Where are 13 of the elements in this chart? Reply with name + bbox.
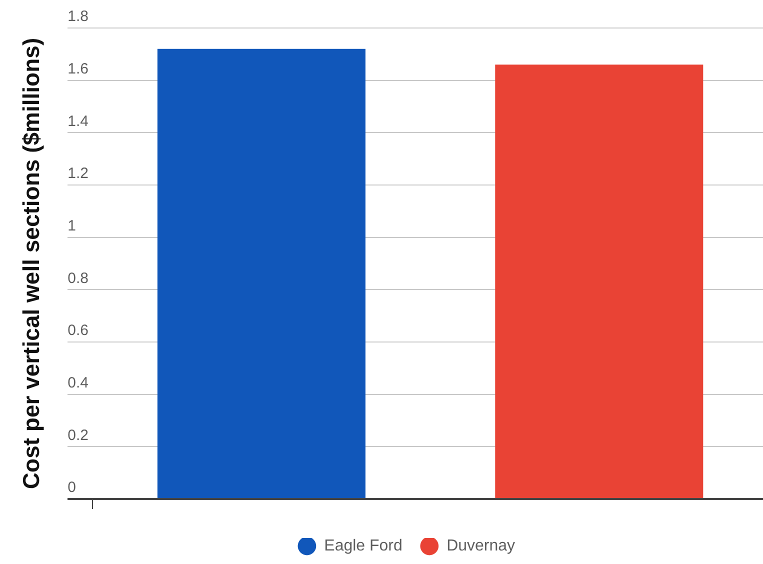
y-tick-label: 0.2 bbox=[68, 426, 88, 444]
legend-label: Duvernay bbox=[446, 537, 533, 554]
y-tick-label: 0.6 bbox=[68, 322, 88, 340]
y-tick-label: 1 bbox=[68, 217, 76, 234]
y-tick-label: 1.8 bbox=[68, 8, 88, 26]
y-tick-label: 1.2 bbox=[68, 165, 88, 182]
legend-label: Eagle Ford bbox=[324, 537, 420, 554]
y-tick-label: 1.6 bbox=[68, 60, 88, 78]
y-tick-label: 0.4 bbox=[68, 374, 88, 392]
y-tick-label: 0 bbox=[68, 479, 76, 496]
y-axis-title: Cost per vertical well sections ($millions) bbox=[18, 38, 44, 490]
y-tick-label: 1.4 bbox=[68, 112, 88, 130]
y-tick-label: 0.8 bbox=[68, 270, 88, 287]
